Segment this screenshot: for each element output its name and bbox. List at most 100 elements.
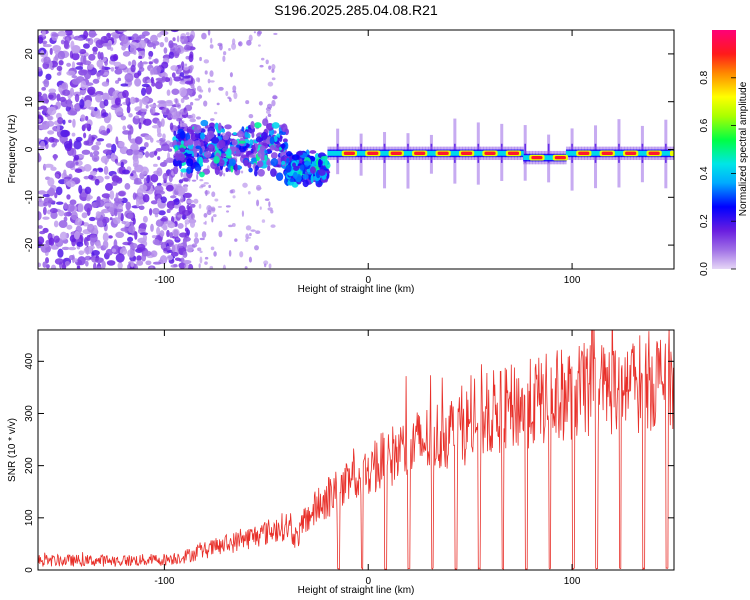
heatmap-cell — [180, 97, 185, 104]
heatmap-cell — [155, 219, 164, 227]
heatmap-cell — [157, 132, 162, 138]
heatmap-cell — [42, 216, 50, 220]
heatmap-cell — [48, 94, 54, 100]
heatmap-cell — [66, 203, 75, 212]
heatmap-cell — [199, 171, 205, 178]
heatmap-cell — [64, 30, 73, 36]
heatmap-cell — [264, 198, 270, 202]
heatmap-cell — [253, 122, 262, 129]
heatmap-cell — [153, 66, 157, 75]
heatmap-cell — [185, 132, 191, 142]
heatmap-cell — [198, 156, 204, 166]
heatmap-cell — [59, 231, 68, 241]
heatmap-cell — [121, 45, 126, 51]
heatmap-cell — [214, 198, 219, 202]
figure-title: S196.2025.285.04.08.R21 — [274, 2, 438, 18]
colorbar-tick-label: 0.0 — [699, 262, 710, 276]
heatmap-cell — [113, 208, 118, 217]
heatmap-cell — [221, 128, 226, 133]
heatmap-cell — [246, 236, 251, 239]
heatmap-cell — [59, 96, 67, 102]
heatmap-cell — [63, 169, 67, 177]
heatmap-cell — [76, 241, 84, 247]
heatmap-cell — [189, 101, 194, 106]
heatmap-cell — [38, 36, 44, 44]
heatmap-carrier-peak — [669, 150, 674, 157]
heatmap-cell — [136, 243, 146, 251]
heatmap-cell — [98, 168, 104, 173]
heatmap-cell — [218, 230, 223, 238]
heatmap-cell — [186, 150, 194, 155]
heatmap-cell — [111, 143, 117, 153]
heatmap-cell — [122, 130, 131, 135]
heatmap-cell — [179, 131, 186, 140]
heatmap-carrier — [449, 150, 454, 156]
heatmap-cell — [85, 99, 92, 108]
heatmap-cell — [45, 73, 52, 81]
heatmap-cell — [186, 157, 194, 167]
heatmap-cell — [212, 214, 217, 218]
heatmap-cell — [92, 46, 98, 53]
heatmap-cell — [73, 230, 80, 240]
snr-ylabel: SNR (10 * v/v) — [7, 418, 18, 482]
heatmap-cell — [205, 189, 208, 197]
snr-ytick-label: 400 — [24, 353, 35, 370]
heatmap-carrier — [382, 150, 387, 156]
heatmap-cell — [206, 130, 215, 140]
heatmap-carrier — [639, 150, 644, 156]
heatmap-cell — [265, 59, 269, 65]
heatmap-cell — [139, 146, 147, 150]
heatmap-carrier — [621, 150, 625, 156]
heatmap-cell — [87, 89, 95, 94]
heatmap-cell — [66, 194, 71, 200]
heatmap-cell — [132, 192, 137, 200]
heatmap-cell — [47, 130, 55, 135]
heatmap-cell — [232, 195, 236, 199]
heatmap-cell — [145, 260, 152, 266]
heatmap-cell — [197, 77, 201, 83]
heatmap-carrier — [336, 150, 341, 156]
heatmap-cell — [194, 133, 200, 139]
heatmap-cell — [199, 250, 203, 254]
heatmap-cell — [200, 132, 206, 140]
heatmap-cell — [66, 180, 76, 188]
heatmap-cell — [185, 32, 190, 36]
heatmap-cell — [129, 242, 138, 249]
heatmap-cell — [90, 170, 97, 176]
heatmap-cell — [88, 32, 98, 37]
snr-ytick-label: 0 — [24, 567, 35, 573]
heatmap-cell — [250, 120, 255, 130]
heatmap-cell — [92, 51, 98, 55]
colorbar-tick-label: 0.4 — [699, 166, 710, 180]
heatmap-cell — [199, 56, 202, 62]
heatmap-carrier — [361, 150, 365, 156]
heatmap-cell — [196, 85, 202, 92]
heatmap-cell — [172, 37, 176, 42]
heatmap-cell — [156, 226, 161, 236]
heatmap-cell — [75, 161, 79, 165]
heatmap-carrier — [452, 150, 457, 156]
heatmap-cell — [170, 65, 179, 71]
heatmap-cell — [140, 108, 148, 113]
heatmap-cell — [220, 153, 227, 157]
heatmap-cell — [40, 140, 46, 149]
heatmap-cell — [283, 141, 289, 150]
heatmap-cell — [324, 158, 328, 167]
heatmap-cell — [96, 138, 105, 142]
heatmap-carrier — [474, 150, 478, 156]
heatmap-cell — [104, 202, 112, 207]
heatmap-cell — [238, 140, 246, 144]
heatmap-cell — [150, 223, 154, 232]
heatmap-cell — [51, 143, 56, 148]
heatmap-cell — [138, 66, 145, 72]
heatmap-cell — [127, 212, 133, 219]
heatmap-carrier — [666, 150, 671, 156]
heatmap-cell — [171, 88, 180, 95]
heatmap-cell — [179, 147, 185, 153]
heatmap-cell — [267, 113, 272, 117]
heatmap-cell — [39, 124, 49, 131]
heatmap-cell — [118, 63, 127, 69]
heatmap-cell — [111, 248, 117, 253]
heatmap-cell — [183, 44, 191, 51]
